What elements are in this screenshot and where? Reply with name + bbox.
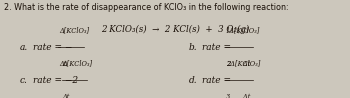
Text: 2 KClO₃(s)  →  2 KCl(s)  +  3 O₂(g): 2 KClO₃(s) → 2 KCl(s) + 3 O₂(g) [101,24,249,34]
Text: a.: a. [19,43,28,52]
Text: Δ[KClO₃]: Δ[KClO₃] [62,60,93,68]
Text: 2Δ[KClO₃]: 2Δ[KClO₃] [226,60,260,68]
Text: rate =: rate = [202,76,234,85]
Text: 1Δ[KClO₃]: 1Δ[KClO₃] [226,26,260,34]
Text: rate = −: rate = − [33,43,72,52]
Text: 2      Δt: 2 Δt [226,60,250,68]
Text: 3      Δt: 3 Δt [226,93,250,98]
Text: Δt: Δt [62,93,70,98]
Text: Δt: Δt [59,60,66,68]
Text: d.: d. [189,76,198,85]
Text: c.: c. [19,76,27,85]
Text: Δ[KClO₃]: Δ[KClO₃] [59,26,89,34]
Text: 2. What is the rate of disappearance of KClO₃ in the following reaction:: 2. What is the rate of disappearance of … [4,3,289,12]
Text: rate =: rate = [202,43,234,52]
Text: rate = −2: rate = −2 [33,76,78,85]
Text: b.: b. [189,43,198,52]
